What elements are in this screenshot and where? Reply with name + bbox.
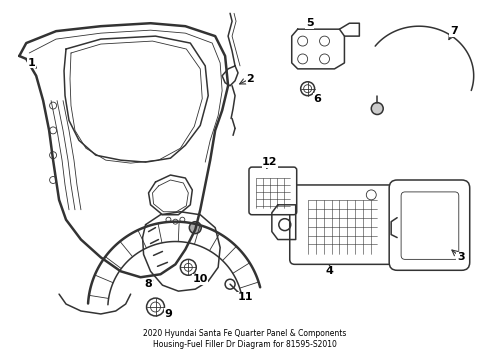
Text: 9: 9: [165, 309, 172, 319]
Text: 10: 10: [193, 274, 208, 284]
Text: 8: 8: [145, 279, 152, 289]
Text: 3: 3: [457, 252, 465, 262]
Text: 5: 5: [306, 18, 314, 28]
Text: 2: 2: [246, 74, 254, 84]
Text: 4: 4: [325, 266, 334, 276]
Text: 11: 11: [237, 292, 253, 302]
Circle shape: [371, 103, 383, 114]
FancyBboxPatch shape: [249, 167, 297, 215]
Circle shape: [189, 222, 201, 234]
Text: 6: 6: [314, 94, 321, 104]
Text: 12: 12: [262, 157, 278, 167]
Text: 2020 Hyundai Santa Fe Quarter Panel & Components
Housing-Fuel Filler Dr Diagram : 2020 Hyundai Santa Fe Quarter Panel & Co…: [143, 329, 347, 349]
FancyBboxPatch shape: [290, 185, 394, 264]
Text: 1: 1: [27, 58, 35, 68]
FancyBboxPatch shape: [389, 180, 470, 270]
Text: 7: 7: [450, 26, 458, 36]
